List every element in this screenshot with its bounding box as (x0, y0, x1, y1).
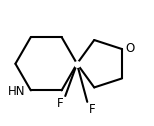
Text: F: F (57, 97, 64, 111)
Text: HN: HN (7, 85, 25, 98)
Text: O: O (126, 42, 135, 55)
Text: F: F (89, 103, 95, 116)
